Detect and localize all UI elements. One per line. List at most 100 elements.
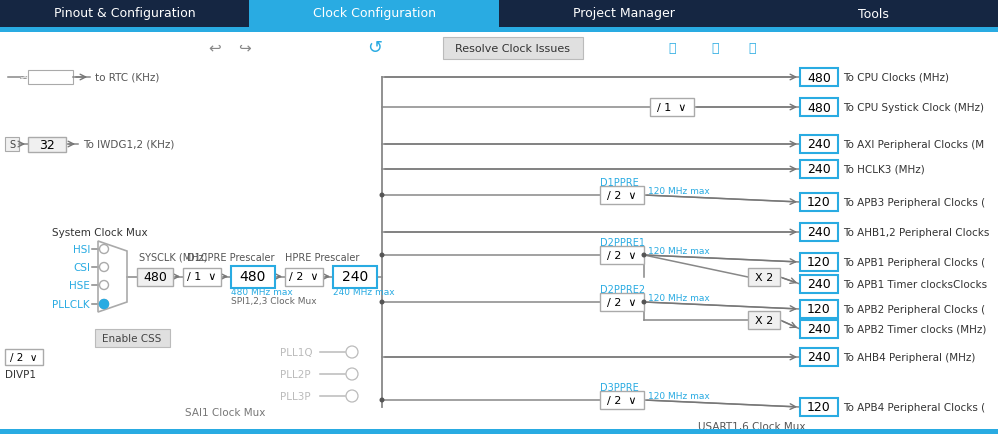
Bar — [800, 275, 838, 293]
Circle shape — [379, 253, 384, 258]
Text: 32: 32 — [39, 139, 55, 151]
Bar — [800, 348, 838, 366]
Bar — [5, 138, 19, 151]
Text: To AHB1,2 Peripheral Clocks: To AHB1,2 Peripheral Clocks — [843, 227, 989, 237]
Text: CSI: CSI — [73, 263, 90, 273]
Bar — [28, 138, 66, 153]
Bar — [183, 268, 221, 286]
Bar — [800, 136, 838, 154]
Text: ≈: ≈ — [19, 73, 29, 83]
Text: 480: 480 — [807, 101, 831, 114]
Text: 120 MHz max: 120 MHz max — [648, 294, 710, 303]
Text: / 2  ∨: / 2 ∨ — [289, 272, 318, 282]
Text: D1CPRE Prescaler: D1CPRE Prescaler — [187, 253, 274, 263]
Text: To APB4 Peripheral Clocks (: To APB4 Peripheral Clocks ( — [843, 402, 985, 412]
Bar — [748, 0, 998, 28]
Text: / 2  ∨: / 2 ∨ — [10, 352, 38, 362]
Bar — [650, 99, 694, 117]
Text: 120 MHz max: 120 MHz max — [648, 391, 710, 401]
Text: HSI: HSI — [73, 244, 90, 254]
Text: 480: 480 — [240, 270, 266, 284]
Text: / 2  ∨: / 2 ∨ — [607, 297, 637, 307]
Text: Pinout & Configuration: Pinout & Configuration — [54, 7, 196, 20]
Bar — [5, 349, 43, 365]
Bar — [285, 268, 323, 286]
Bar — [443, 38, 583, 60]
Bar — [800, 161, 838, 178]
Text: 240: 240 — [807, 138, 831, 151]
Text: / 2  ∨: / 2 ∨ — [607, 250, 637, 260]
Bar — [0, 429, 998, 434]
Bar — [28, 71, 73, 85]
Bar — [0, 0, 250, 28]
Bar — [800, 194, 838, 211]
Bar — [800, 224, 838, 241]
Text: HPRE Prescaler: HPRE Prescaler — [285, 253, 359, 263]
Text: To CPU Clocks (MHz): To CPU Clocks (MHz) — [843, 73, 949, 83]
Bar — [800, 320, 838, 338]
Bar — [137, 268, 173, 286]
Text: To APB2 Peripheral Clocks (: To APB2 Peripheral Clocks ( — [843, 304, 985, 314]
Bar — [800, 398, 838, 416]
Text: 240: 240 — [807, 351, 831, 364]
Text: 480: 480 — [143, 270, 167, 283]
Text: / 1  ∨: / 1 ∨ — [188, 272, 217, 282]
Text: 🔍: 🔍 — [669, 41, 676, 54]
Circle shape — [379, 193, 384, 198]
Bar — [748, 268, 780, 286]
Text: / 1  ∨: / 1 ∨ — [658, 103, 687, 113]
Text: 240: 240 — [342, 270, 368, 284]
Bar — [800, 253, 838, 271]
Text: to RTC (KHz): to RTC (KHz) — [95, 73, 160, 83]
Text: HSE: HSE — [69, 280, 90, 290]
Text: 120: 120 — [807, 401, 831, 414]
Text: To HCLK3 (MHz): To HCLK3 (MHz) — [843, 164, 925, 174]
Bar — [0, 28, 998, 33]
Text: 480 MHz max: 480 MHz max — [231, 287, 292, 296]
Text: 120 MHz max: 120 MHz max — [648, 187, 710, 196]
Circle shape — [100, 300, 109, 309]
Text: To APB1 Timer clocksClocks: To APB1 Timer clocksClocks — [843, 279, 987, 289]
Text: SPI1,2,3 Clock Mux: SPI1,2,3 Clock Mux — [231, 296, 316, 305]
Circle shape — [642, 300, 647, 305]
Text: 240: 240 — [807, 323, 831, 336]
Text: 120: 120 — [807, 256, 831, 269]
Text: X 2: X 2 — [754, 273, 773, 283]
Text: D1PPRE: D1PPRE — [600, 178, 639, 187]
Text: SYSCLK (MHz): SYSCLK (MHz) — [139, 253, 208, 263]
Text: PLLCLK: PLLCLK — [52, 299, 90, 309]
Text: 🔎: 🔎 — [748, 41, 755, 54]
Text: D2PPRE2: D2PPRE2 — [600, 284, 645, 294]
Text: Tools: Tools — [858, 7, 888, 20]
Text: 240: 240 — [807, 163, 831, 176]
Bar — [231, 266, 275, 288]
Text: To APB2 Timer clocks (MHz): To APB2 Timer clocks (MHz) — [843, 324, 986, 334]
Text: ↪: ↪ — [239, 40, 251, 56]
Bar — [600, 391, 644, 409]
Bar — [748, 311, 780, 329]
Text: USART1,6 Clock Mux: USART1,6 Clock Mux — [698, 421, 805, 431]
Text: / 2  ∨: / 2 ∨ — [607, 395, 637, 405]
Text: ↺: ↺ — [367, 39, 382, 57]
Text: To AHB4 Peripheral (MHz): To AHB4 Peripheral (MHz) — [843, 352, 975, 362]
Text: 120 MHz max: 120 MHz max — [648, 247, 710, 256]
Bar — [95, 329, 170, 347]
Text: 240 MHz max: 240 MHz max — [333, 287, 394, 296]
Text: D2PPRE1: D2PPRE1 — [600, 237, 645, 247]
Bar — [800, 300, 838, 318]
Text: To APB1 Peripheral Clocks (: To APB1 Peripheral Clocks ( — [843, 257, 985, 267]
Text: ⬜: ⬜ — [712, 41, 719, 54]
Text: To APB3 Peripheral Clocks (: To APB3 Peripheral Clocks ( — [843, 197, 985, 207]
Text: 120: 120 — [807, 196, 831, 209]
Text: 240: 240 — [807, 278, 831, 291]
Text: D3PPRE: D3PPRE — [600, 382, 639, 392]
Text: Clock Configuration: Clock Configuration — [312, 7, 436, 20]
Text: 120: 120 — [807, 303, 831, 316]
Text: SAI1 Clock Mux: SAI1 Clock Mux — [185, 407, 265, 417]
Text: Project Manager: Project Manager — [573, 7, 675, 20]
Text: Enable CSS: Enable CSS — [103, 333, 162, 343]
Bar — [250, 0, 499, 28]
Circle shape — [379, 398, 384, 403]
Text: ↩: ↩ — [209, 40, 222, 56]
Bar — [600, 293, 644, 311]
